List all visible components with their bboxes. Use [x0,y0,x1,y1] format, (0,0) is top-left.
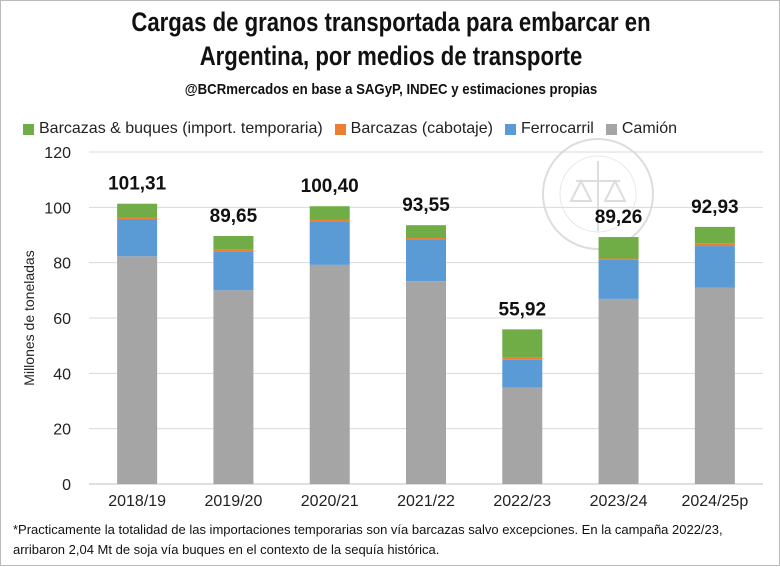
y-tick-label: 80 [53,256,71,273]
bar-segment [406,239,446,282]
y-tick-label: 40 [53,366,71,383]
y-tick-label: 0 [62,477,71,494]
x-tick-label: 2018/19 [108,493,166,510]
legend-swatch [334,123,346,135]
bar-segment [213,249,254,252]
chart-subtitle: @BCRmercados en base a SAGyP, INDEC y es… [184,81,598,98]
legend-item: Ferrocarril [504,120,594,138]
total-data-label: 89,26 [595,207,643,228]
bar-segment [502,359,543,388]
bar-segment [309,264,350,484]
legend-label: Barcazas & buques (import. temporaria) [39,120,323,137]
total-data-label: 101,31 [108,174,167,195]
legend: Barcazas & buques (import. temporaria) Ba… [23,120,677,138]
bar-segment [213,235,254,250]
bar-segment [502,357,543,360]
bar-segment [406,281,446,484]
x-tick-label: 2024/25p [681,493,748,510]
x-tick-label: 2019/20 [205,493,263,510]
bar-segment [309,219,350,222]
legend-swatch [504,123,516,135]
bar-segment [406,225,446,239]
bar-segment [213,290,254,484]
bar-segment [117,219,158,257]
footnote: *Practicamente la totalidad de las impor… [13,522,723,557]
bar-segment [213,251,254,291]
legend-swatch [605,123,617,135]
y-tick-label: 120 [44,145,71,162]
x-tick-label: 2023/24 [590,493,648,510]
bar-segment [598,237,639,259]
bar-segment [598,259,639,299]
bar-segment [598,258,639,260]
bar-segment [598,298,639,484]
bar-segment [502,387,543,484]
bar-segment [694,226,735,244]
legend-item: Barcazas & buques (import. temporaria) [23,120,323,138]
legend-label: Ferrocarril [520,120,594,137]
bar-segment [694,287,735,484]
bar-segment [406,238,446,240]
y-tick-label: 20 [53,422,71,439]
total-data-label: 92,93 [691,197,739,218]
chart-title-line1: Cargas de granos transportada para embar… [131,7,651,37]
bar-segment [117,256,158,484]
x-tick-label: 2022/23 [493,493,551,510]
total-data-label: 100,40 [301,176,359,197]
bar-segment [694,246,735,288]
y-tick-label: 100 [44,200,71,217]
total-data-label: 55,92 [499,299,547,320]
legend-item: Camión [605,120,677,138]
y-axis-label: Millones de toneladas [21,250,37,385]
x-tick-label: 2020/21 [301,493,359,510]
legend-item: Barcazas (cabotaje) [334,120,493,138]
bar-segment [309,206,350,220]
bar-segment [117,217,158,220]
watermark-seal-icon [542,138,654,250]
bar-segment [309,221,350,265]
y-tick-label: 60 [53,311,71,328]
bar-segment [502,329,543,358]
total-data-label: 89,65 [210,206,258,227]
bar-segment [117,203,158,218]
total-data-label: 93,55 [402,195,450,216]
legend-label: Camión [621,120,677,137]
x-tick-label: 2021/22 [397,493,455,510]
bar-segment [694,243,735,247]
legend-label: Barcazas (cabotaje) [350,120,493,137]
chart-title-line2: Argentina, por medios de transporte [199,41,583,71]
legend-swatch [23,123,34,135]
